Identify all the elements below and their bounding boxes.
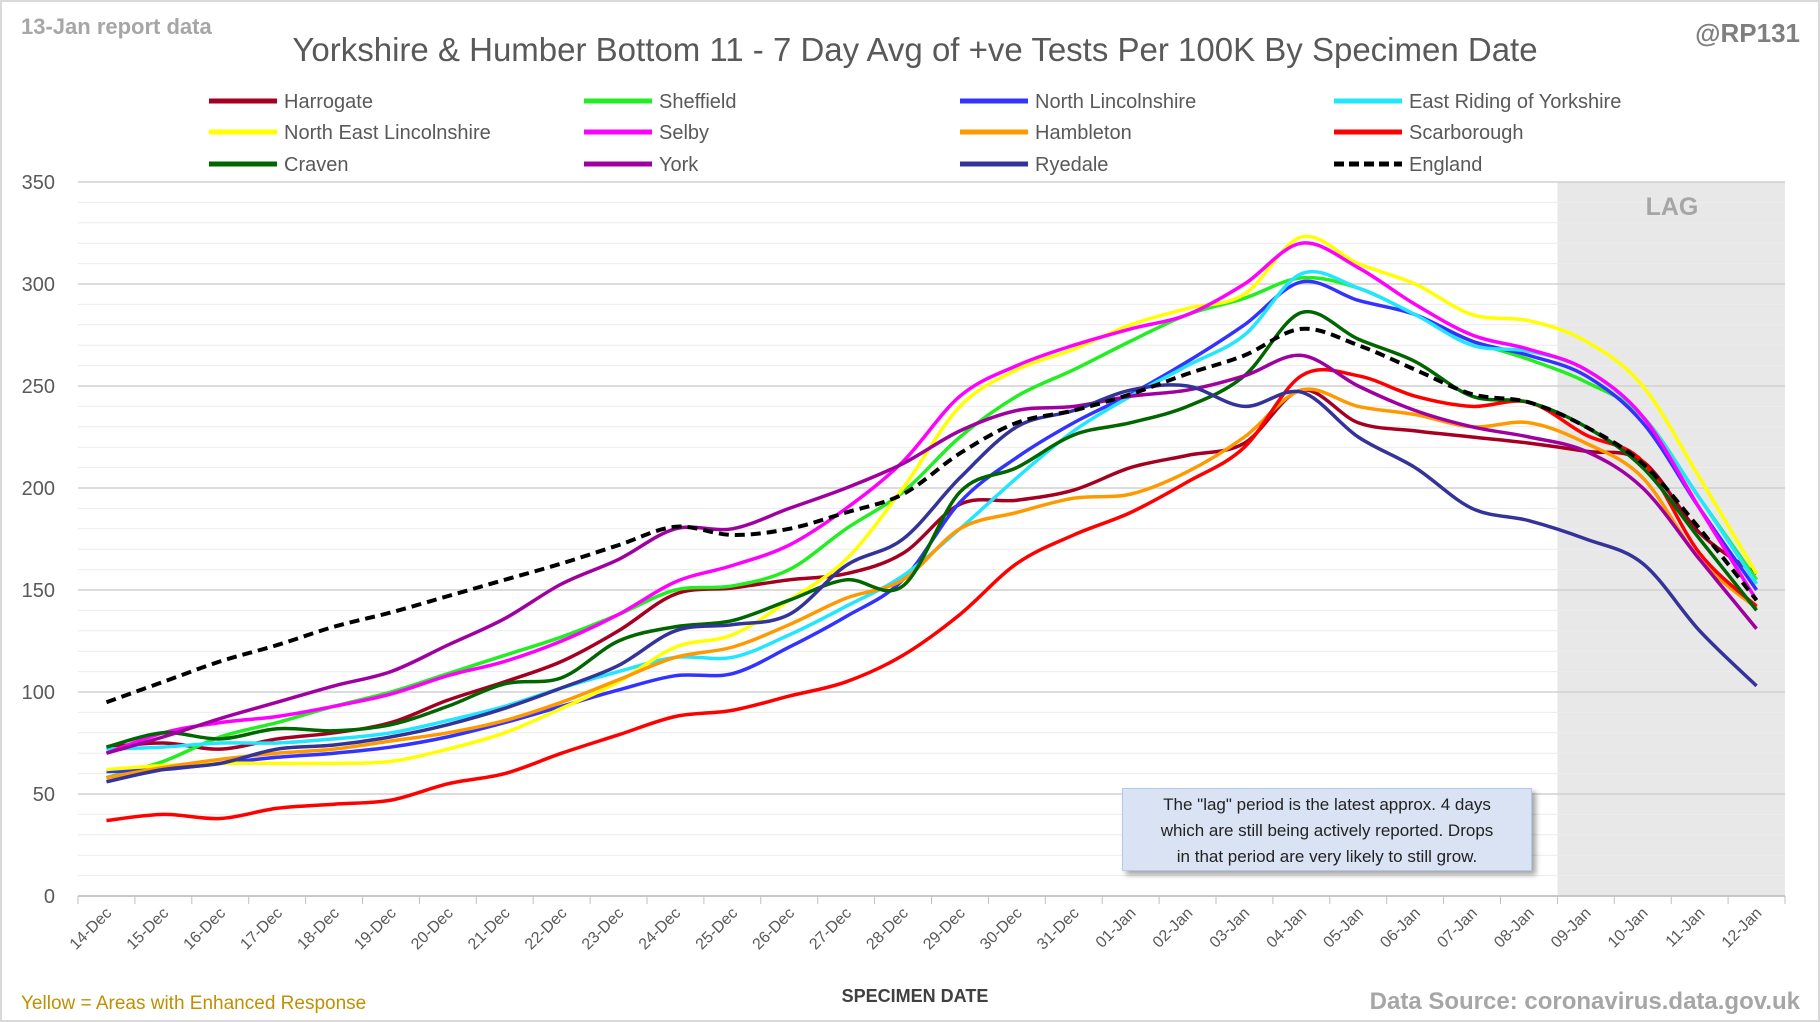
series-line-york — [105, 353, 1758, 755]
legend-label: North East Lincolnshire — [284, 122, 491, 144]
handle: @RP131 — [1695, 18, 1800, 48]
x-tick-label: 29-Dec — [920, 905, 968, 953]
lag-note-line: in that period are very likely to still … — [1176, 847, 1478, 866]
legend-label: Sheffield — [659, 91, 736, 113]
series-line-england — [105, 326, 1759, 705]
x-tick-label: 09-Jan — [1548, 905, 1595, 952]
x-tick-label: 08-Jan — [1491, 905, 1538, 952]
lag-label: LAG — [1646, 193, 1699, 221]
legend-label: Selby — [659, 122, 709, 144]
series-line-craven — [106, 309, 1758, 749]
series-line-sheffield — [105, 275, 1758, 780]
x-tick-label: 16-Dec — [181, 905, 229, 953]
x-tick-label: 04-Jan — [1264, 905, 1311, 952]
x-tick-label: 19-Dec — [351, 905, 399, 953]
x-tick-label: 22-Dec — [522, 905, 570, 953]
series-line-selby — [105, 241, 1759, 755]
x-tick-label: 24-Dec — [636, 905, 684, 953]
y-tick-label: 150 — [22, 580, 55, 602]
chart-title: Yorkshire & Humber Bottom 11 - 7 Day Avg… — [292, 31, 1537, 68]
legend-label: Ryedale — [1035, 154, 1108, 176]
x-tick-label: 23-Dec — [579, 905, 627, 953]
y-tick-label: 300 — [22, 274, 55, 296]
lag-note-line: The "lag" period is the latest approx. 4… — [1163, 795, 1491, 814]
x-tick-label: 20-Dec — [408, 905, 456, 953]
x-tick-label: 14-Dec — [67, 905, 115, 953]
x-tick-label: 18-Dec — [294, 905, 342, 953]
report-label: 13-Jan report data — [21, 14, 212, 39]
x-tick-label: 07-Jan — [1434, 905, 1481, 952]
lag-shade — [1557, 182, 1785, 896]
legend-label: North Lincolnshire — [1035, 91, 1196, 113]
legend-label: East Riding of Yorkshire — [1409, 91, 1621, 113]
y-tick-label: 250 — [22, 376, 55, 398]
x-tick-label: 11-Jan — [1663, 905, 1709, 951]
x-tick-label: 26-Dec — [750, 905, 798, 953]
x-tick-label: 06-Jan — [1377, 905, 1424, 952]
legend-label: Hambleton — [1035, 122, 1132, 144]
y-tick-label: 0 — [44, 886, 55, 908]
x-tick-label: 31-Dec — [1034, 905, 1082, 953]
lag-note-line: which are still being actively reported.… — [1160, 821, 1494, 840]
x-tick-label: 12-Jan — [1719, 905, 1766, 952]
x-tick-label: 17-Dec — [237, 905, 285, 953]
series-lines — [105, 234, 1759, 823]
data-source: Data Source: coronavirus.data.gov.uk — [1370, 988, 1801, 1015]
legend-label: Craven — [284, 154, 348, 176]
series-line-ryedale — [106, 383, 1758, 784]
x-tick-label: 01-Jan — [1093, 905, 1140, 952]
y-tick-label: 100 — [22, 682, 55, 704]
legend: Harrogate Sheffield North Lincolnshire East… — [209, 91, 1621, 176]
x-tick-label: 25-Dec — [693, 905, 741, 953]
legend-label: England — [1409, 154, 1482, 176]
legend-label: Scarborough — [1409, 122, 1524, 144]
y-tick-label: 350 — [22, 172, 55, 194]
lag-note: The "lag" period is the latest approx. 4… — [1122, 788, 1532, 871]
legend-label: Harrogate — [284, 91, 373, 113]
x-axis-title: SPECIMEN DATE — [842, 986, 989, 1006]
x-tick-label: 10-Jan — [1605, 905, 1652, 952]
x-tick-label: 02-Jan — [1150, 905, 1197, 952]
series-line-scarborough — [106, 367, 1758, 823]
x-tick-label: 05-Jan — [1320, 905, 1367, 952]
series-line-hambleton — [106, 387, 1758, 780]
y-tick-label: 200 — [22, 478, 55, 500]
x-tick-label: 28-Dec — [863, 905, 911, 953]
legend-label: York — [659, 154, 699, 176]
x-tick-label: 30-Dec — [977, 905, 1025, 953]
footer-enhanced-response: Yellow = Areas with Enhanced Response — [21, 993, 366, 1014]
series-line-north-east-lincolnshire — [106, 234, 1759, 772]
x-tick-label: 15-Dec — [124, 905, 172, 953]
x-tick-label: 03-Jan — [1207, 905, 1254, 952]
x-tick-label: 21-Dec — [465, 905, 513, 953]
x-tick-label: 27-Dec — [806, 905, 854, 953]
y-tick-label: 50 — [33, 784, 55, 806]
